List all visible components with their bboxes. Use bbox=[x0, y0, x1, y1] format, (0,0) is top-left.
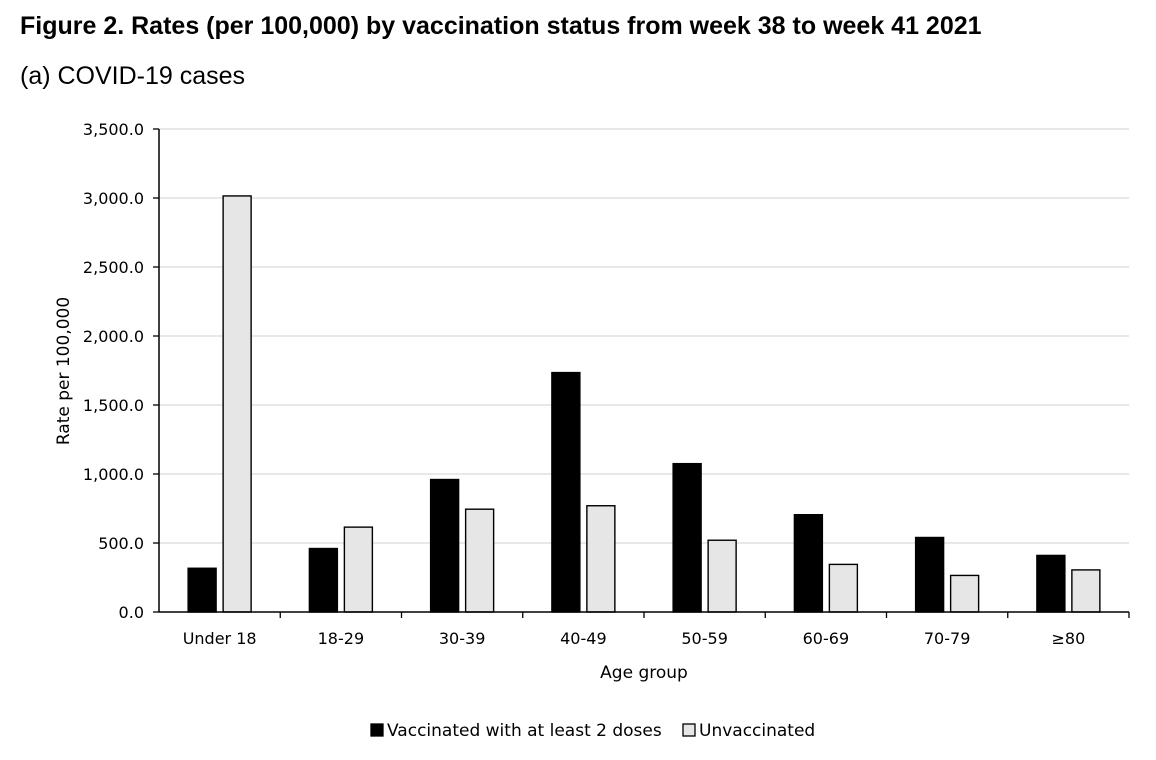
legend-swatch-unvaccinated bbox=[682, 723, 696, 737]
bars bbox=[187, 195, 1101, 613]
axes bbox=[153, 128, 1130, 618]
bar-vaccinated bbox=[793, 514, 824, 613]
bar-vaccinated bbox=[1036, 554, 1066, 613]
y-tick-label: 3,500.0 bbox=[83, 120, 144, 139]
y-axis-title: Rate per 100,000 bbox=[54, 297, 74, 445]
bar-vaccinated bbox=[551, 371, 581, 613]
x-tick-label: 70-79 bbox=[924, 629, 971, 648]
legend: Vaccinated with at least 2 doses Unvacci… bbox=[370, 721, 815, 741]
legend-swatch-vaccinated bbox=[370, 723, 384, 737]
x-tick-label: 40-49 bbox=[560, 629, 607, 648]
x-tick-label: 30-39 bbox=[439, 629, 486, 648]
bar-vaccinated bbox=[187, 567, 217, 613]
y-tick-label: 2,500.0 bbox=[83, 258, 144, 277]
figure-title: Figure 2. Rates (per 100,000) by vaccina… bbox=[20, 12, 982, 40]
bar-unvaccinated bbox=[828, 563, 859, 613]
y-tick-label: 2,000.0 bbox=[83, 327, 144, 346]
x-axis-title: Age group bbox=[600, 663, 688, 683]
x-axis-tick-labels: Under 18 18-29 30-39 40-49 50-59 60-69 70-79 ≥8… bbox=[183, 629, 1086, 648]
bar-unvaccinated bbox=[222, 195, 252, 613]
bar-unvaccinated bbox=[1071, 569, 1101, 613]
gridlines bbox=[159, 128, 1129, 544]
bar-unvaccinated bbox=[586, 505, 616, 613]
y-tick-label: 1,000.0 bbox=[83, 465, 144, 484]
bar-vaccinated bbox=[308, 547, 339, 613]
bar-unvaccinated bbox=[707, 539, 737, 613]
x-tick-label: ≥80 bbox=[1051, 629, 1085, 648]
bar-vaccinated bbox=[672, 462, 702, 613]
y-tick-label: 0.0 bbox=[119, 603, 144, 622]
bar-unvaccinated bbox=[949, 574, 980, 613]
legend-label-unvaccinated: Unvaccinated bbox=[699, 721, 815, 741]
x-tick-label: 18-29 bbox=[318, 629, 365, 648]
x-tick-label: Under 18 bbox=[183, 629, 257, 648]
legend-label-vaccinated: Vaccinated with at least 2 doses bbox=[387, 721, 662, 741]
bar-unvaccinated bbox=[343, 526, 374, 613]
y-tick-label: 500.0 bbox=[98, 534, 144, 553]
figure-subtitle: (a) COVID-19 cases bbox=[20, 62, 246, 90]
x-tick-label: 60-69 bbox=[803, 629, 850, 648]
x-tick-label: 50-59 bbox=[681, 629, 728, 648]
y-tick-label: 1,500.0 bbox=[83, 396, 144, 415]
bar-unvaccinated bbox=[464, 508, 495, 613]
y-tick-label: 3,000.0 bbox=[83, 189, 144, 208]
bar-vaccinated bbox=[429, 478, 460, 613]
bar-vaccinated bbox=[914, 536, 945, 613]
y-axis-tick-labels: 0.0 500.0 1,000.0 1,500.0 2,000.0 2,500.0 3,00… bbox=[83, 120, 144, 622]
